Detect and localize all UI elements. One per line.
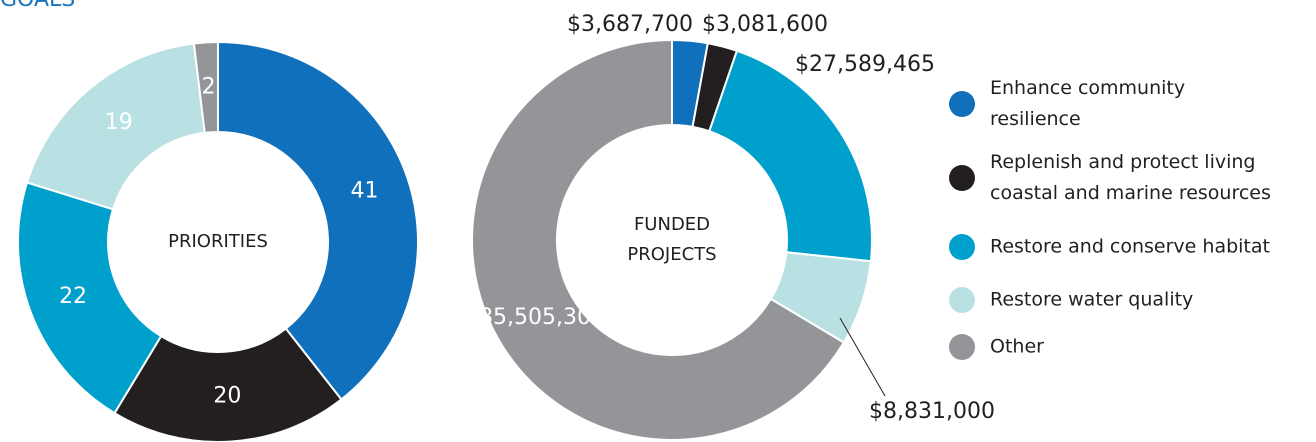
data-label: 22	[59, 284, 87, 309]
data-label: 41	[351, 178, 379, 203]
data-label: $27,589,465	[795, 52, 935, 77]
legend-swatch	[949, 234, 975, 260]
donut-segment	[217, 40, 419, 401]
legend-swatch	[949, 334, 975, 360]
donut-segment	[17, 181, 163, 415]
legend-label: resilience	[990, 108, 1081, 130]
legend-label: coastal and marine resources	[990, 182, 1271, 204]
data-label: 19	[105, 110, 133, 135]
legend-label: Enhance community	[990, 77, 1185, 99]
leader-line	[839, 317, 886, 397]
donut-segment	[25, 42, 206, 211]
center-label: PROJECTS	[627, 244, 716, 265]
legend-swatch	[949, 165, 975, 191]
donut-segment	[708, 49, 873, 263]
legend-label: Restore and conserve habitat	[990, 236, 1270, 258]
legend-label: Restore water quality	[990, 289, 1193, 311]
data-label: 20	[213, 384, 241, 409]
data-label: 2	[202, 74, 216, 99]
data-label: $85,505,305	[465, 305, 605, 330]
donut-segment	[192, 40, 219, 134]
legend-label: Replenish and protect living	[990, 151, 1256, 173]
data-label: $3,687,700	[567, 12, 693, 37]
data-label: $3,081,600	[702, 12, 828, 37]
donut-segment	[113, 327, 343, 442]
center-label: PRIORITIES	[168, 231, 268, 252]
donut-segment	[471, 38, 846, 441]
legend-swatch	[949, 287, 975, 313]
data-label: $8,831,000	[869, 399, 995, 424]
legend-swatch	[949, 91, 975, 117]
legend-label: Other	[990, 336, 1044, 358]
page-title: GOALS	[0, 0, 75, 12]
center-label: FUNDED	[634, 214, 710, 235]
